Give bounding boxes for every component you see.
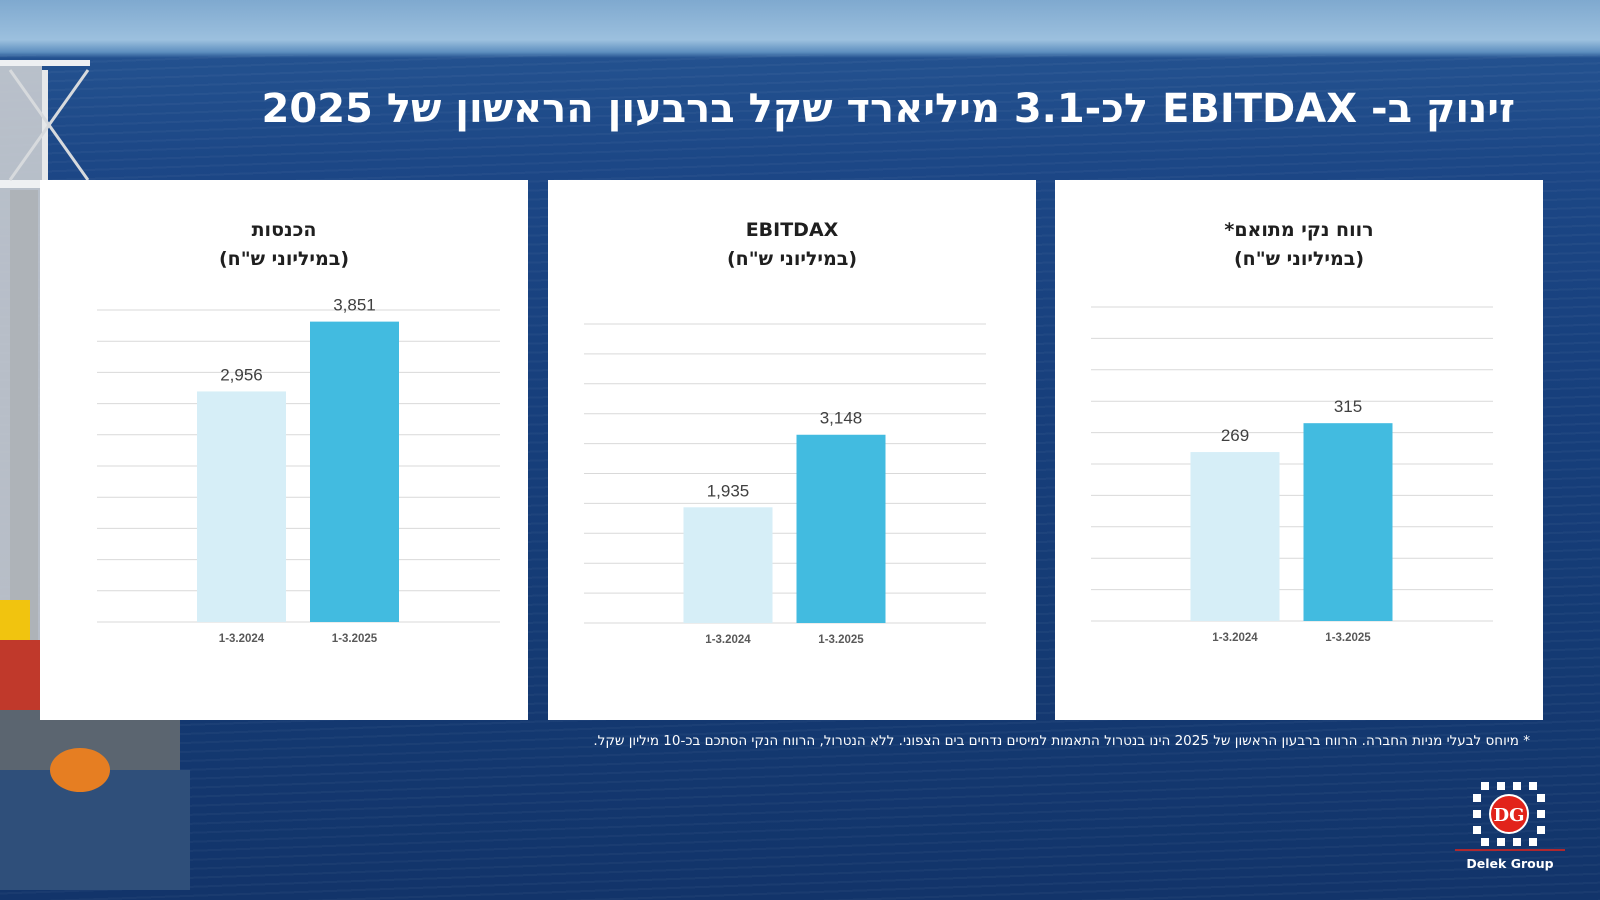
footnote: * מיוחס לבעלי מניות החברה. הרווח ברבעון …: [593, 733, 1530, 749]
bar-chart-net-profit: 269 1-3.2024 315 1-3.2025: [1091, 306, 1493, 644]
chart-title-text: הכנסות: [251, 219, 317, 241]
x-tick-label: 1-3.2025: [332, 633, 378, 645]
chart-subtitle-text: (במיליוני ש"ח): [218, 248, 350, 270]
data-label: 269: [1221, 426, 1249, 445]
data-label: 1,935: [707, 481, 750, 500]
chart-title-text: רווח נקי מתואם*: [1224, 219, 1374, 241]
data-label: 315: [1334, 397, 1362, 416]
bar-1-3.2025: [796, 434, 886, 623]
chart-title-revenue: הכנסות (במיליוני ש"ח): [40, 216, 528, 274]
x-tick-label: 1-3.2024: [705, 634, 751, 646]
data-label: 2,956: [220, 365, 263, 384]
data-label: 3,148: [820, 409, 863, 428]
bar-chart-revenue: 2,956 1-3.2024 3,851 1-3.2025: [97, 296, 500, 645]
logo-text: Delek Group: [1466, 856, 1554, 871]
bar-1-3.2024: [197, 391, 286, 622]
chart-subtitle-text: (במיליוני ש"ח): [726, 248, 858, 270]
bar-1-3.2025: [1303, 423, 1393, 621]
svg-text:DG: DG: [1494, 805, 1525, 826]
chart-subtitle-text: (במיליוני ש"ח): [1233, 248, 1365, 270]
x-tick-label: 1-3.2024: [1212, 632, 1258, 644]
delek-group-logo: DG Delek Group: [1455, 780, 1590, 880]
chart-panel-net-profit: רווח נקי מתואם* (במיליוני ש"ח) 269 1-3.20…: [1055, 180, 1543, 720]
chart-panel-ebitdax: EBITDAX (במיליוני ש"ח) 1,935 1-3.2024 3,14…: [548, 180, 1036, 720]
logo-mark-icon: DG: [1455, 782, 1565, 851]
bar-chart-ebitdax: 1,935 1-3.2024 3,148 1-3.2025: [584, 323, 986, 646]
bar-1-3.2024: [683, 507, 773, 623]
x-tick-label: 1-3.2024: [219, 633, 265, 645]
bar-1-3.2024: [1190, 452, 1280, 621]
x-tick-label: 1-3.2025: [1325, 632, 1371, 644]
chart-panel-revenue: הכנסות (במיליוני ש"ח) 2,956 1-3.2024 3,851…: [40, 180, 528, 720]
oil-rig-illustration: [0, 60, 190, 890]
x-tick-label: 1-3.2025: [818, 634, 864, 646]
bar-1-3.2025: [310, 321, 399, 622]
chart-title-text: EBITDAX: [745, 219, 839, 241]
slide-title: זינוק ב- EBITDAX לכ-3.1 מיליארד שקל ברבע…: [261, 86, 1515, 132]
data-label: 3,851: [333, 296, 376, 315]
chart-title-net-profit: רווח נקי מתואם* (במיליוני ש"ח): [1055, 216, 1543, 274]
chart-title-ebitdax: EBITDAX (במיליוני ש"ח): [548, 216, 1036, 274]
